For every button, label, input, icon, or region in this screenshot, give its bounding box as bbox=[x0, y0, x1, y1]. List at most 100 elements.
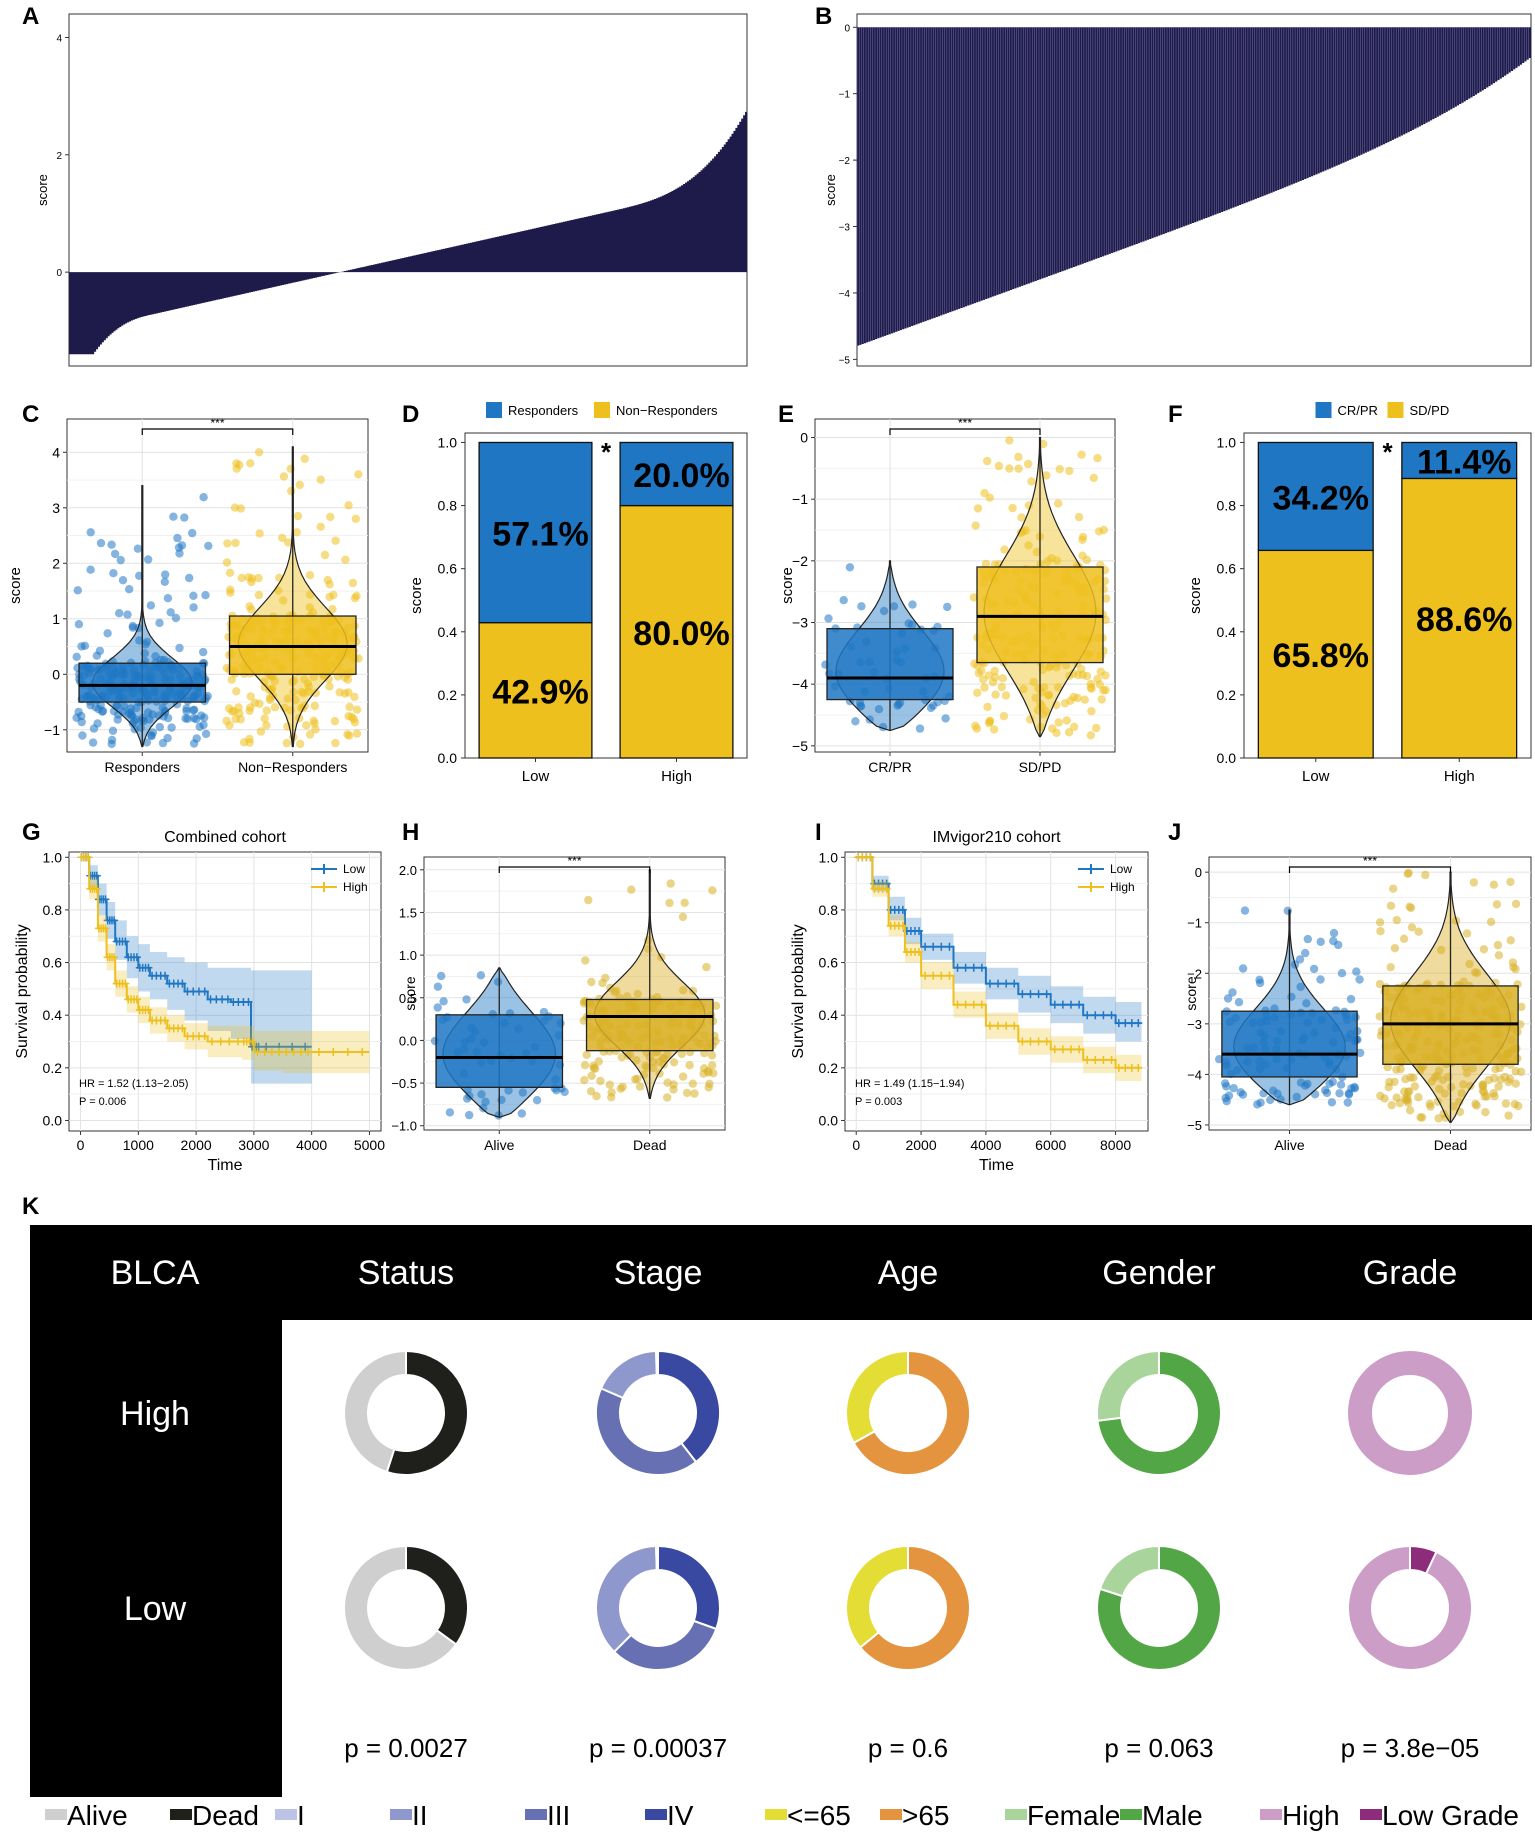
data-point bbox=[223, 539, 232, 548]
censor-mark bbox=[985, 1021, 994, 1030]
data-point bbox=[244, 573, 253, 582]
data-point bbox=[73, 586, 83, 595]
data-point bbox=[1077, 664, 1086, 674]
data-point bbox=[1506, 877, 1515, 887]
data-point bbox=[1335, 1089, 1344, 1098]
censor-mark bbox=[1002, 1021, 1011, 1030]
data-point bbox=[610, 988, 619, 997]
data-point bbox=[86, 528, 95, 537]
data-point bbox=[256, 727, 266, 736]
data-point bbox=[1303, 1079, 1312, 1089]
data-point bbox=[295, 480, 304, 490]
stacked-bar-segment bbox=[478, 621, 593, 759]
data-point bbox=[494, 1111, 503, 1120]
data-point bbox=[155, 722, 164, 732]
censor-mark bbox=[953, 1000, 962, 1009]
data-point bbox=[874, 705, 884, 714]
row-label-low: Low bbox=[124, 1590, 187, 1628]
y-axis-label: score bbox=[779, 567, 796, 604]
censor-mark bbox=[1034, 1037, 1043, 1046]
data-point bbox=[581, 956, 590, 965]
data-point bbox=[659, 1060, 668, 1069]
data-point bbox=[1478, 1080, 1487, 1089]
data-point bbox=[688, 1079, 697, 1088]
data-point bbox=[96, 538, 106, 548]
data-point bbox=[635, 1082, 645, 1091]
data-point bbox=[280, 703, 289, 713]
data-point bbox=[1023, 459, 1033, 469]
data-point bbox=[1406, 1073, 1415, 1082]
data-point bbox=[254, 573, 263, 583]
data-point bbox=[78, 731, 87, 740]
censor-mark bbox=[314, 1048, 323, 1057]
x-tick-label: 4000 bbox=[296, 1137, 327, 1153]
data-point bbox=[980, 683, 989, 692]
data-point bbox=[292, 528, 301, 537]
data-point bbox=[633, 1074, 642, 1084]
data-point bbox=[941, 714, 950, 723]
legend-label: IV bbox=[667, 1800, 694, 1831]
p-value-text: P = 0.003 bbox=[855, 1096, 902, 1108]
data-point bbox=[270, 703, 280, 712]
data-point bbox=[1511, 964, 1520, 974]
data-point bbox=[189, 706, 198, 715]
data-point bbox=[116, 555, 125, 565]
data-point bbox=[289, 676, 299, 685]
data-point bbox=[228, 707, 237, 716]
data-point bbox=[1426, 1102, 1435, 1111]
y-tick-label: −1 bbox=[1187, 916, 1202, 931]
censor-mark bbox=[921, 942, 930, 951]
censor-mark bbox=[1067, 1045, 1075, 1054]
censor-mark bbox=[288, 1042, 297, 1051]
data-point bbox=[146, 601, 156, 610]
y-tick-label: 0.4 bbox=[819, 1007, 839, 1023]
data-point bbox=[180, 513, 189, 522]
bar-percent-label: 88.6% bbox=[1416, 601, 1512, 639]
data-point bbox=[1403, 1092, 1412, 1101]
donut-slice bbox=[1096, 1349, 1160, 1422]
data-point bbox=[1101, 685, 1110, 695]
data-point bbox=[845, 563, 855, 572]
x-tick-label: Non−Responders bbox=[238, 759, 347, 775]
data-point bbox=[246, 692, 255, 701]
data-point bbox=[1316, 937, 1325, 946]
censor-mark bbox=[282, 1048, 291, 1057]
data-point bbox=[226, 585, 235, 594]
y-tick-label: −1 bbox=[44, 722, 60, 738]
data-point bbox=[586, 1087, 596, 1096]
data-point bbox=[971, 721, 980, 730]
censor-mark bbox=[1058, 1000, 1067, 1009]
panel-letter-h: H bbox=[402, 819, 419, 846]
y-tick-label: −4 bbox=[839, 289, 851, 300]
censor-mark bbox=[275, 1048, 284, 1057]
data-point bbox=[1024, 541, 1033, 550]
y-tick-label: 0.0 bbox=[819, 1112, 839, 1128]
data-point bbox=[690, 1089, 699, 1098]
x-tick-label: 2000 bbox=[181, 1137, 212, 1153]
data-point bbox=[1479, 945, 1489, 954]
data-point bbox=[1014, 452, 1023, 462]
data-point bbox=[1316, 975, 1325, 984]
bar-percent-label: 34.2% bbox=[1273, 479, 1369, 517]
data-point bbox=[109, 707, 119, 716]
data-point bbox=[1223, 994, 1233, 1003]
data-point bbox=[985, 493, 994, 502]
chart-title: Combined cohort bbox=[164, 829, 286, 846]
y-tick-label: 0.4 bbox=[1217, 624, 1237, 640]
censor-mark bbox=[945, 971, 954, 980]
censor-mark bbox=[289, 1048, 298, 1057]
y-tick-label: 0.8 bbox=[43, 902, 63, 918]
data-point bbox=[1399, 934, 1409, 943]
data-point bbox=[352, 591, 361, 600]
data-point bbox=[103, 629, 112, 638]
y-tick-label: −3 bbox=[839, 223, 851, 234]
data-point bbox=[1462, 929, 1472, 938]
data-point bbox=[1295, 955, 1305, 964]
data-point bbox=[433, 982, 443, 991]
data-point bbox=[1019, 684, 1028, 694]
y-tick-label: −1.0 bbox=[391, 1119, 417, 1134]
hazard-ratio-text: HR = 1.52 (1.13−2.05) bbox=[79, 1078, 188, 1090]
legend-swatch bbox=[645, 1809, 667, 1820]
data-point bbox=[1390, 944, 1400, 953]
data-point bbox=[1292, 1092, 1301, 1102]
